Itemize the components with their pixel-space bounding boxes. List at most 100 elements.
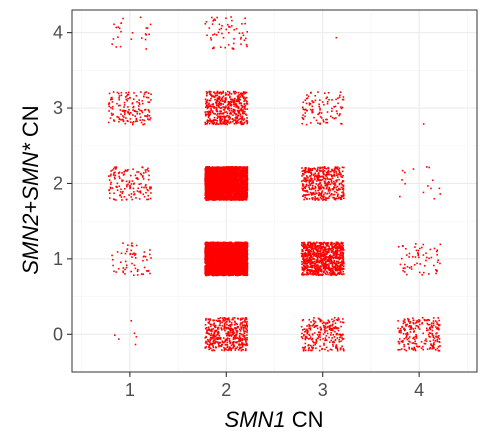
data-point [231,323,233,326]
data-point [223,270,226,273]
data-point [229,244,232,247]
data-point [232,343,234,346]
data-point [221,260,224,262]
data-point [120,22,123,24]
data-point [229,342,231,345]
data-point [142,123,144,126]
data-point [213,334,216,336]
data-point [213,265,216,267]
data-point [147,189,149,192]
data-point [212,259,215,261]
data-point [239,268,242,271]
data-point [231,318,233,321]
data-point [211,334,214,337]
data-point [227,331,229,333]
data-point [216,248,218,250]
data-point [246,250,248,253]
data-point [239,332,242,335]
data-point [246,273,249,276]
data-point [213,258,216,261]
data-point [232,247,234,249]
data-point [205,274,207,277]
data-point [233,262,235,265]
data-point [218,272,220,274]
data-point [244,320,246,323]
data-point [110,170,112,172]
data-point [240,246,243,248]
data-point [240,241,242,244]
data-point [245,265,247,268]
data-point [216,246,218,248]
data-point [131,32,134,34]
data-point [241,251,244,253]
data-point [213,324,215,327]
data-point [246,342,248,345]
data-point [227,262,229,265]
data-point [204,346,206,349]
data-point [243,252,246,254]
data-point [136,101,138,103]
data-point [235,268,238,271]
data-point [231,272,234,275]
data-point [108,189,110,191]
data-point [220,255,222,257]
data-point [246,270,248,272]
data-point [245,262,248,265]
data-point [230,322,233,324]
data-point [141,110,143,112]
data-point [121,192,124,195]
data-point [205,317,207,320]
data-point [239,330,242,332]
data-point [226,263,229,265]
data-point [205,253,208,255]
data-point [233,247,236,250]
data-point [244,250,247,253]
data-point [211,342,213,345]
data-point [147,198,150,201]
data-point [240,253,242,255]
data-point [112,91,115,93]
data-point [233,334,236,337]
data-point [240,260,243,263]
data-point [119,45,122,48]
data-point [205,268,207,270]
data-point [135,197,137,199]
data-point [137,105,140,107]
data-point [135,118,138,121]
data-point [228,324,231,326]
data-point [113,120,116,122]
data-point [126,120,129,122]
data-point [244,330,247,333]
data-point [212,336,214,338]
data-point [218,267,221,269]
data-point [127,244,129,246]
data-point [120,30,122,33]
data-point [246,263,248,266]
data-point [117,26,120,28]
data-point [213,257,216,259]
data-point [122,267,125,269]
data-point [246,255,248,258]
data-point [244,273,246,276]
data-point [242,254,245,256]
data-point [241,246,244,249]
data-point [230,344,233,346]
data-point [148,33,150,36]
data-point [109,98,112,101]
data-point [235,272,237,275]
data-point [241,342,243,344]
data-point [228,332,230,335]
data-point [226,323,228,326]
data-point [238,255,241,258]
data-point [218,258,220,260]
data-point [236,255,238,257]
data-point [204,258,207,260]
data-point [230,331,232,334]
data-point [128,180,131,182]
data-point [150,192,152,194]
data-point [140,186,143,189]
data-point [242,274,245,277]
data-point [240,343,243,346]
data-point [241,255,243,257]
